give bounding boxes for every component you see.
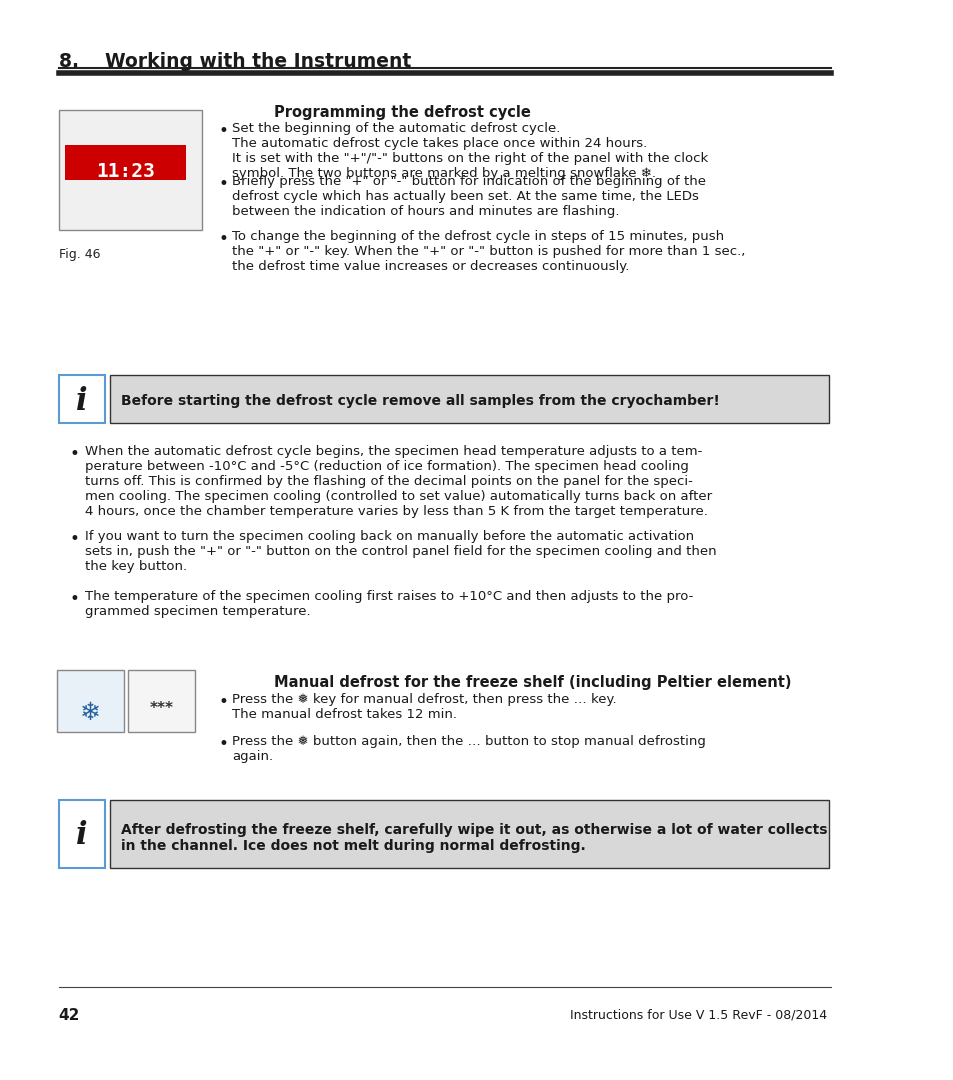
Text: After defrosting the freeze shelf, carefully wipe it out, as otherwise a lot of : After defrosting the freeze shelf, caref… (121, 823, 826, 853)
Text: •: • (70, 445, 79, 463)
FancyBboxPatch shape (110, 375, 828, 423)
Text: •: • (218, 230, 228, 248)
Text: 42: 42 (58, 1008, 80, 1023)
Text: Briefly press the "+" or "-" button for indication of the beginning of the
defro: Briefly press the "+" or "-" button for … (232, 175, 705, 218)
Text: •: • (218, 735, 228, 753)
Text: If you want to turn the specimen cooling back on manually before the automatic a: If you want to turn the specimen cooling… (86, 530, 717, 573)
Text: ❄: ❄ (79, 701, 100, 725)
Text: Instructions for Use V 1.5 RevF - 08/2014: Instructions for Use V 1.5 RevF - 08/201… (570, 1008, 826, 1021)
Text: 11:23: 11:23 (96, 162, 154, 181)
Text: ***: *** (150, 701, 173, 716)
Text: Fig. 46: Fig. 46 (58, 248, 100, 261)
Text: When the automatic defrost cycle begins, the specimen head temperature adjusts t: When the automatic defrost cycle begins,… (86, 445, 712, 518)
Text: •: • (218, 693, 228, 711)
FancyBboxPatch shape (110, 800, 828, 868)
FancyBboxPatch shape (65, 145, 186, 180)
FancyBboxPatch shape (56, 670, 123, 732)
Text: Manual defrost for the freeze shelf (including Peltier element): Manual defrost for the freeze shelf (inc… (274, 675, 791, 690)
Text: Before starting the defrost cycle remove all samples from the cryochamber!: Before starting the defrost cycle remove… (121, 394, 719, 408)
Text: The temperature of the specimen cooling first raises to +10°C and then adjusts t: The temperature of the specimen cooling … (86, 590, 693, 618)
Text: •: • (218, 122, 228, 140)
Text: i: i (76, 386, 88, 417)
Text: Press the ❅ key for manual defrost, then press the … key.
The manual defrost tak: Press the ❅ key for manual defrost, then… (232, 693, 617, 721)
FancyBboxPatch shape (128, 670, 194, 732)
FancyBboxPatch shape (58, 375, 105, 423)
Text: To change the beginning of the defrost cycle in steps of 15 minutes, push
the "+: To change the beginning of the defrost c… (232, 230, 745, 273)
FancyBboxPatch shape (58, 800, 105, 868)
Text: •: • (218, 175, 228, 193)
Text: Programming the defrost cycle: Programming the defrost cycle (274, 105, 530, 120)
Text: Set the beginning of the automatic defrost cycle.
The automatic defrost cycle ta: Set the beginning of the automatic defro… (232, 122, 708, 180)
Text: i: i (76, 821, 88, 851)
Text: •: • (70, 530, 79, 548)
Text: •: • (70, 590, 79, 608)
FancyBboxPatch shape (58, 110, 202, 230)
Text: Press the ❅ button again, then the … button to stop manual defrosting
again.: Press the ❅ button again, then the … but… (232, 735, 705, 762)
Text: 8.    Working with the Instrument: 8. Working with the Instrument (58, 52, 411, 71)
